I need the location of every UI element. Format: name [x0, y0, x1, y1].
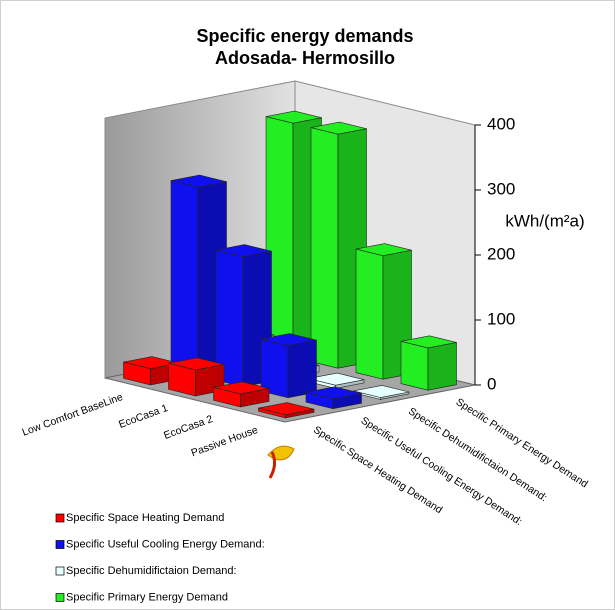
bar-side — [427, 342, 457, 391]
bar-top — [355, 243, 412, 257]
bar-face — [170, 180, 199, 377]
bar — [308, 372, 365, 389]
legend-label: Specific Dehumidifictaion Demand: — [66, 565, 237, 577]
legend-label: Specific Space Heating Demand — [66, 512, 224, 524]
bar-side — [287, 339, 317, 399]
legend-swatch — [55, 513, 65, 523]
y-tick-label: 0 — [487, 374, 496, 393]
bar-top — [400, 335, 457, 349]
logo — [267, 445, 295, 479]
legend-label: Specific Useful Cooling Energy Demand: — [66, 538, 265, 550]
bar-top — [215, 244, 272, 258]
legend-swatch — [55, 566, 65, 576]
bar-face — [355, 248, 384, 380]
chart-subtitle: Adosada- Hermosillo — [215, 48, 395, 68]
y-tick-label: 400 — [487, 114, 515, 133]
bar — [305, 386, 362, 410]
y-tick-label: 300 — [487, 179, 515, 198]
legend-label: Specific Primary Energy Demand — [66, 591, 228, 603]
bar-top — [305, 386, 362, 400]
bar — [260, 333, 317, 399]
bar-top — [258, 402, 315, 416]
legend-swatch — [55, 540, 65, 549]
bar-face — [310, 127, 339, 369]
bar-top — [353, 385, 410, 398]
bar — [400, 335, 457, 391]
bar-top — [168, 357, 225, 371]
bar — [258, 402, 315, 419]
y-axis-label: kWh/(m²a) — [505, 211, 584, 230]
bar — [310, 121, 367, 369]
bar-top — [265, 110, 322, 124]
legend-swatch — [55, 593, 65, 602]
bar-face — [400, 340, 429, 391]
y-tick-label: 200 — [487, 244, 515, 263]
bar-top — [213, 381, 270, 395]
bar — [213, 381, 270, 408]
chart-title: Specific energy demands — [196, 26, 413, 46]
bar-top — [170, 174, 227, 188]
bar-top — [308, 372, 365, 386]
y-tick-label: 100 — [487, 309, 515, 328]
bar-top — [310, 121, 367, 135]
bar-top — [260, 333, 317, 347]
